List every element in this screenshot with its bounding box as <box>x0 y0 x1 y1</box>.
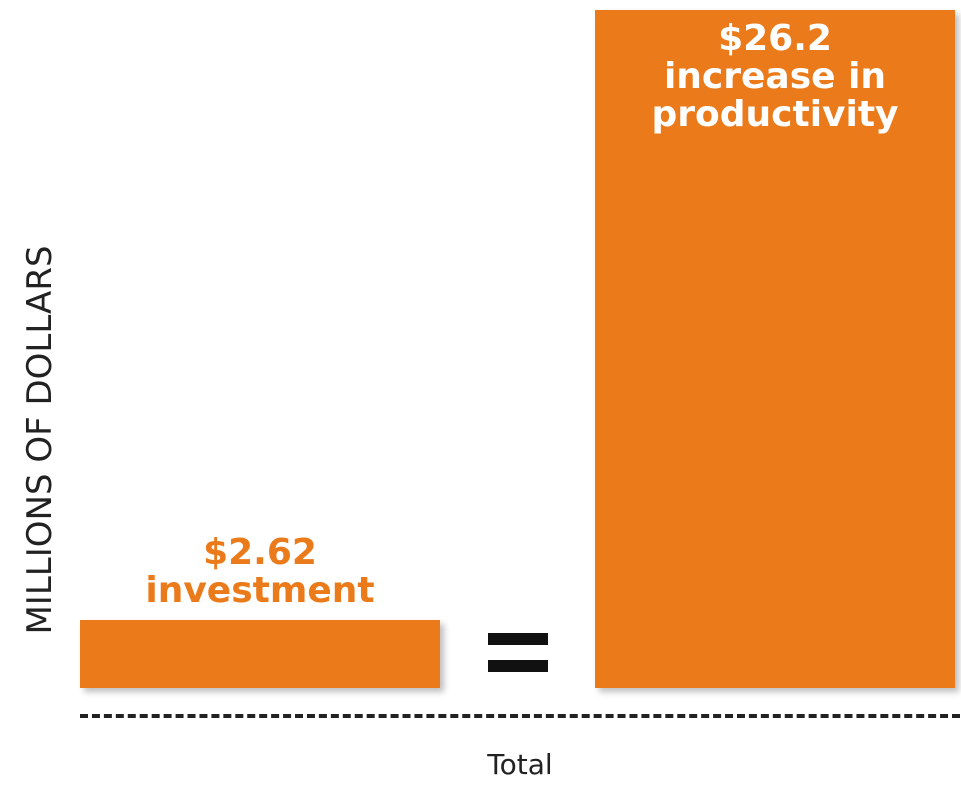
x-axis-label: Total <box>487 748 553 781</box>
annotation: increase in productivity <box>651 55 899 135</box>
annotation: investment <box>145 569 375 611</box>
equals-sign-bottom <box>488 660 548 672</box>
y-axis-label: MILLIONS OF DOLLARS <box>20 245 60 635</box>
value-label: $26.2 <box>718 18 832 59</box>
bar <box>595 10 955 688</box>
bar-label: $26.2 increase in productivity <box>595 20 955 133</box>
equals-sign-top <box>488 633 548 645</box>
value-label: $2.62 <box>203 532 317 574</box>
bar <box>80 620 440 688</box>
bar-label: $2.62 investment <box>80 534 440 610</box>
baseline <box>80 714 960 718</box>
